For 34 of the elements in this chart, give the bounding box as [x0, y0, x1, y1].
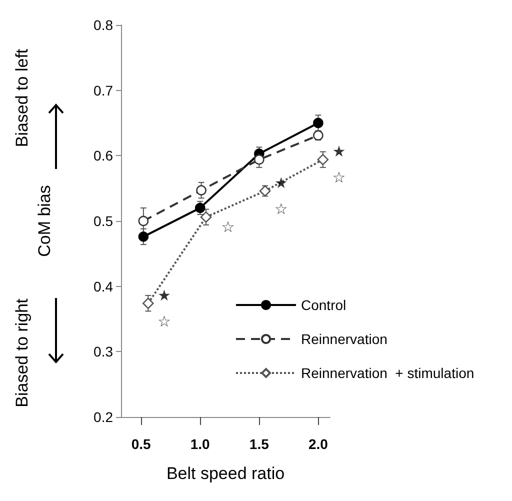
legend-label: Reinnervation + stimulation	[301, 365, 474, 381]
point	[138, 216, 149, 226]
point	[200, 211, 212, 223]
y-tick-label: 0.6	[94, 148, 114, 164]
x-tick-label: 2.0	[308, 436, 328, 452]
annotation: ☆	[274, 200, 288, 218]
y-axis-title: CoM bias	[35, 185, 54, 257]
point	[138, 232, 149, 242]
point	[254, 154, 264, 165]
x-tick-label: 1.5	[249, 436, 270, 452]
x-tick-label: 1.0	[190, 436, 210, 452]
point	[259, 185, 271, 197]
y-tick-label: 0.5	[94, 213, 114, 229]
annotation: ★	[157, 286, 171, 304]
annotation: ★	[332, 142, 346, 161]
annotation: ☆	[221, 218, 235, 236]
y-tick-label: 0.8	[94, 17, 114, 33]
y-tick-label: 0.3	[94, 344, 114, 360]
point	[142, 298, 154, 309]
point	[196, 185, 206, 196]
text: Biased to left	[12, 48, 32, 148]
legend-label: Reinnervation	[301, 331, 388, 347]
x-axis-title: Belt speed ratio	[166, 464, 285, 483]
y-tick-label: 0.4	[94, 278, 114, 294]
x-tick-label: 0.5	[131, 436, 152, 452]
point	[313, 118, 324, 128]
point	[317, 154, 329, 166]
legend-label: Control	[301, 297, 346, 313]
y-tick-label: 0.2	[94, 409, 114, 425]
point	[194, 202, 206, 214]
annotation: ☆	[332, 168, 346, 187]
y-tick-label: 0.7	[94, 82, 114, 98]
annotation: ☆	[157, 312, 171, 330]
text: Biased to right	[12, 298, 32, 408]
